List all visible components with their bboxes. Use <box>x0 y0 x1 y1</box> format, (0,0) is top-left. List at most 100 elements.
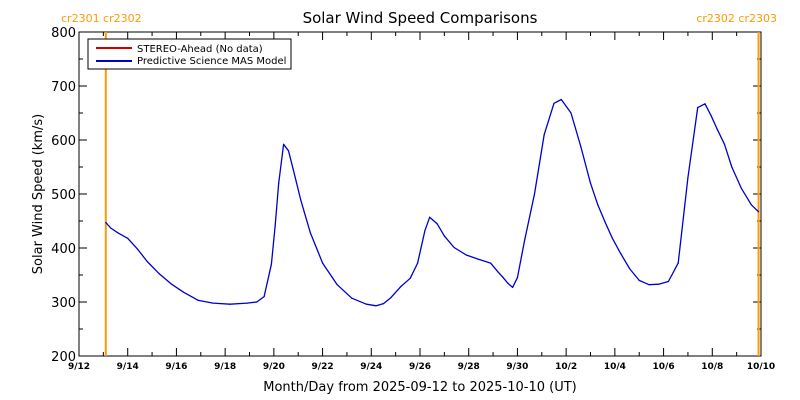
series-point <box>136 248 139 250</box>
series-point <box>390 297 392 299</box>
series-point <box>436 223 438 225</box>
carrington-marker-label-left: cr2301 cr2302 <box>61 12 142 25</box>
series-point <box>365 303 367 305</box>
series-point <box>731 166 733 168</box>
series-point <box>110 227 112 229</box>
y-tick-label: 300 <box>51 296 76 311</box>
series-point <box>336 284 338 286</box>
series-point <box>287 150 290 152</box>
series-point <box>292 169 294 171</box>
series-point <box>619 251 621 253</box>
series-point <box>146 260 148 263</box>
plot-frame <box>78 31 762 357</box>
series-point <box>409 277 411 279</box>
x-tick-label: 9/14 <box>117 362 139 372</box>
x-tick-label: 10/10 <box>747 362 775 372</box>
series-point <box>183 291 185 293</box>
series-point <box>687 177 689 179</box>
x-axis-label: Month/Day from 2025-09-12 to 2025-10-10 … <box>263 380 576 395</box>
x-tick-label: 10/8 <box>701 362 723 372</box>
series-point <box>256 301 258 303</box>
x-tick-label: 9/22 <box>312 362 334 372</box>
x-tick-label: 10/2 <box>555 362 577 372</box>
series-point <box>424 230 426 232</box>
series-point <box>758 211 760 213</box>
series-point <box>560 98 562 101</box>
carrington-markers <box>104 32 760 356</box>
y-axis-label: Solar Wind Speed (km/s) <box>31 114 46 274</box>
series-point <box>443 235 445 237</box>
x-tick-label: 9/16 <box>165 362 187 372</box>
series-point <box>351 297 353 299</box>
legend-label-model: Predictive Science MAS Model <box>137 56 286 67</box>
series-point <box>382 303 385 305</box>
series-point <box>611 237 614 239</box>
series-point <box>589 182 592 184</box>
series-point <box>507 282 509 284</box>
y-tick-label: 800 <box>51 26 76 41</box>
series-point <box>399 286 402 288</box>
series-point <box>570 112 572 114</box>
legend-label-stereo: STEREO-Ahead (No data) <box>137 44 263 55</box>
series-point <box>667 280 670 283</box>
series-point <box>212 302 214 304</box>
chart-title: Solar Wind Speed Comparisons <box>303 9 538 27</box>
series-point <box>490 262 492 264</box>
series-line-mas-model <box>105 98 760 307</box>
series-point <box>197 299 199 301</box>
series-point <box>511 286 514 288</box>
series-point <box>704 103 706 105</box>
series-point <box>604 221 606 223</box>
x-tick-label: 9/26 <box>409 362 431 372</box>
x-tick-label: 10/4 <box>604 362 626 372</box>
series-point <box>322 262 324 264</box>
x-tick-label: 9/12 <box>68 362 90 372</box>
carrington-marker-label-right: cr2302 cr2303 <box>696 12 777 25</box>
series-point <box>723 143 726 145</box>
series-point <box>497 271 499 273</box>
series-point <box>127 237 129 239</box>
series-point <box>580 145 582 148</box>
x-tick-label: 9/28 <box>458 362 480 372</box>
series-point <box>628 267 631 270</box>
series-point <box>716 128 718 130</box>
series-point <box>740 188 743 190</box>
legend: STEREO-Ahead (No data) Predictive Scienc… <box>87 38 292 70</box>
series-point <box>750 204 752 206</box>
series-point <box>465 254 467 256</box>
series-point <box>597 204 599 206</box>
series-point <box>105 222 107 224</box>
x-tick-label: 10/6 <box>653 362 675 372</box>
series-point <box>158 273 160 275</box>
series-point <box>453 246 455 249</box>
series-point <box>502 276 504 278</box>
x-tick-label: 9/18 <box>214 362 236 372</box>
series-point <box>309 232 311 234</box>
series-point <box>246 302 248 304</box>
series-point <box>417 262 419 264</box>
series-point <box>429 216 431 218</box>
series-point <box>274 225 276 227</box>
series-point <box>524 239 526 241</box>
series-point <box>543 134 545 136</box>
series-point <box>375 305 377 307</box>
series-point <box>117 232 119 234</box>
series-point <box>638 279 640 281</box>
series-point <box>300 198 302 200</box>
series-point <box>278 182 280 184</box>
series-point <box>263 296 265 298</box>
series-point <box>477 258 480 260</box>
legend-box <box>87 38 292 70</box>
series-point <box>283 143 285 145</box>
x-tick-label: 9/24 <box>360 362 382 372</box>
y-tick-label: 500 <box>51 188 76 203</box>
y-tick-label: 200 <box>51 350 76 365</box>
y-tick-label: 600 <box>51 134 76 149</box>
series-point <box>697 107 699 109</box>
series-point <box>677 262 679 264</box>
series-point <box>533 193 536 195</box>
series-point <box>229 303 231 305</box>
series-point <box>270 263 272 265</box>
y-tick-label: 700 <box>51 80 76 95</box>
